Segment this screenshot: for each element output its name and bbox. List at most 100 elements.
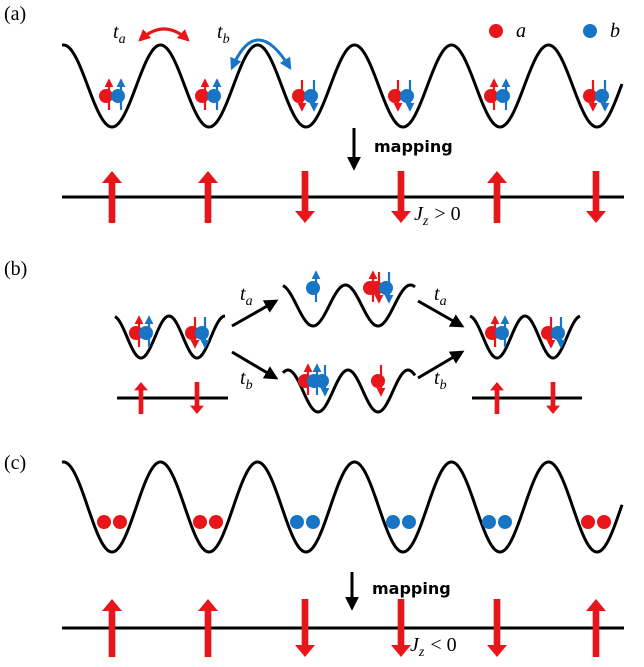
panel-label: (b) — [4, 258, 27, 280]
potential-well — [61, 460, 624, 554]
mapping-label: mapping — [372, 579, 451, 598]
math-label: ta — [240, 283, 253, 309]
particle — [482, 515, 496, 529]
particle — [388, 89, 402, 103]
particle — [386, 515, 400, 529]
particle — [551, 326, 565, 340]
subscript: a — [246, 294, 253, 309]
spin — [487, 599, 507, 657]
particle — [541, 326, 555, 340]
symbol: t — [240, 367, 246, 389]
spin — [102, 599, 122, 657]
particle — [292, 89, 306, 103]
particle — [193, 515, 207, 529]
particle — [583, 89, 597, 103]
spin — [198, 599, 218, 657]
arrow — [231, 299, 279, 328]
particle — [484, 89, 498, 103]
particle — [371, 374, 385, 388]
particle — [111, 89, 125, 103]
legend-label: b — [610, 20, 620, 42]
particle — [498, 515, 512, 529]
arrow — [231, 350, 279, 380]
subscript: z — [418, 645, 425, 660]
particle — [306, 515, 320, 529]
math-label: Jz > 0 — [414, 203, 461, 229]
spin — [586, 171, 606, 223]
hop-arrow — [138, 27, 190, 42]
symbol: t — [217, 21, 223, 43]
panel-label: (a) — [4, 3, 26, 25]
subscript: b — [440, 378, 447, 393]
arrow — [417, 350, 465, 380]
particle — [315, 374, 329, 388]
symbol: J — [414, 203, 424, 225]
symbol: t — [434, 367, 440, 389]
particle — [195, 326, 209, 340]
particle — [185, 326, 199, 340]
arrow — [417, 299, 465, 328]
particle — [485, 326, 499, 340]
symbol: t — [113, 21, 119, 43]
legend-marker — [583, 24, 597, 38]
math-label: Jz < 0 — [410, 634, 457, 660]
spin — [391, 599, 411, 657]
particle — [369, 281, 383, 295]
potential-well — [469, 314, 581, 360]
potential-well — [282, 283, 416, 328]
subscript: z — [422, 214, 429, 229]
particle — [97, 515, 111, 529]
particle — [207, 89, 221, 103]
mapping-label: mapping — [374, 137, 453, 156]
particle — [306, 281, 320, 295]
math-label: ta — [434, 283, 447, 309]
particle — [379, 281, 393, 295]
subscript: a — [119, 32, 126, 47]
symbol: t — [434, 283, 440, 305]
potential-well — [61, 43, 624, 129]
spin — [190, 382, 204, 414]
spin — [546, 382, 560, 414]
spin — [490, 382, 504, 414]
particle — [597, 515, 611, 529]
particle — [402, 515, 416, 529]
spin — [586, 599, 606, 657]
particle — [304, 89, 318, 103]
particle — [595, 89, 609, 103]
math-label: ta — [113, 21, 126, 47]
spin — [295, 171, 315, 223]
symbol: t — [240, 283, 246, 305]
particle — [195, 89, 209, 103]
particle — [400, 89, 414, 103]
relation: < 0 — [430, 634, 456, 656]
particle — [113, 515, 127, 529]
subscript: b — [223, 32, 230, 47]
spin — [391, 171, 411, 223]
math-label: tb — [434, 367, 447, 393]
spin — [102, 171, 122, 223]
potential-well — [281, 368, 417, 414]
particle — [495, 326, 509, 340]
particle — [290, 515, 304, 529]
subscript: a — [440, 294, 447, 309]
math-label: tb — [217, 21, 230, 47]
particle — [99, 89, 113, 103]
subscript: b — [246, 378, 253, 393]
symbol: J — [410, 634, 420, 656]
math-label: tb — [240, 367, 253, 393]
legend-label: a — [516, 20, 526, 42]
particle — [209, 515, 223, 529]
hop-arrow — [230, 38, 292, 71]
relation: > 0 — [434, 203, 460, 225]
spin — [134, 382, 148, 414]
particle — [139, 326, 153, 340]
legend-marker — [489, 24, 503, 38]
particle — [581, 515, 595, 529]
spin — [198, 171, 218, 223]
spin — [487, 171, 507, 223]
particle — [129, 326, 143, 340]
panel-label: (c) — [4, 452, 26, 474]
spin — [295, 599, 315, 657]
particle — [496, 89, 510, 103]
